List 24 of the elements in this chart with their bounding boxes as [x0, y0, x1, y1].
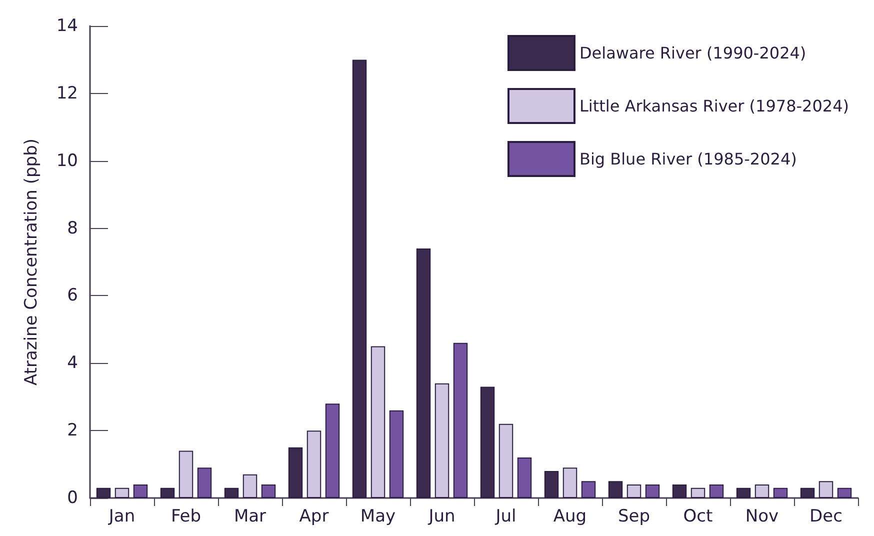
- y-tick-label: 4: [67, 353, 78, 374]
- y-tick-label: 2: [67, 420, 78, 441]
- x-tick-label: Sep: [618, 506, 650, 526]
- x-tick-label: Dec: [810, 506, 842, 526]
- y-tick-label: 8: [67, 218, 78, 238]
- legend-label: Big Blue River (1985-2024): [579, 150, 797, 168]
- x-tick-label: Apr: [299, 506, 329, 526]
- x-tick-label: Jun: [428, 506, 456, 526]
- y-tick-label: 0: [67, 488, 78, 508]
- x-tick-label: Jan: [108, 506, 136, 526]
- y-axis-title: Atrazine Concentration (ppb): [22, 138, 42, 386]
- y-tick-label: 10: [56, 150, 78, 171]
- x-tick-label: Mar: [234, 506, 266, 526]
- legend-label: Little Arkansas River (1978-2024): [579, 96, 849, 116]
- y-tick-label: 14: [56, 16, 78, 36]
- x-tick-label: Aug: [553, 506, 587, 526]
- x-tick-label: May: [360, 506, 396, 526]
- y-tick-label: 6: [67, 286, 78, 306]
- legend-label: Delaware River (1990-2024): [579, 44, 806, 62]
- x-tick-label: Feb: [170, 506, 202, 526]
- x-tick-label: Jul: [494, 506, 516, 526]
- x-tick-label: Oct: [683, 506, 714, 526]
- y-tick-label: 12: [56, 83, 78, 104]
- x-tick-label: Nov: [745, 506, 779, 526]
